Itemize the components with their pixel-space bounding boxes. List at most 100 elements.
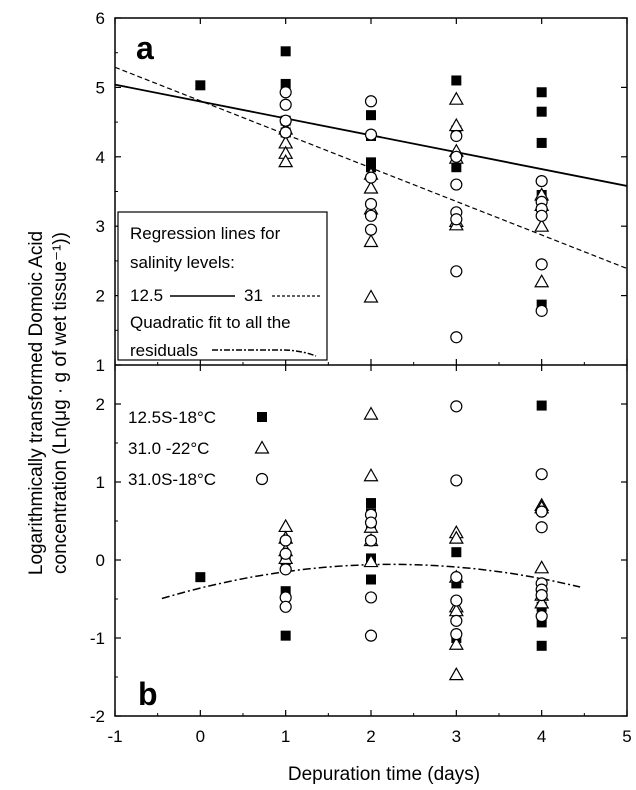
panel-b-point-open-triangle xyxy=(534,560,550,574)
legend-a-title-line1: Regression lines for xyxy=(130,224,281,243)
panel-b-point-open-triangle xyxy=(448,530,464,544)
panel-a-point-open-triangle xyxy=(363,180,379,194)
x-tick-label: -1 xyxy=(107,727,122,746)
x-tick-label: 2 xyxy=(366,727,375,746)
panel-b-point-open-triangle xyxy=(448,636,464,650)
panel-a-point-open-circle xyxy=(450,213,463,226)
panel-a-point-open-triangle xyxy=(448,91,464,105)
panel-b-point-open-circle xyxy=(450,474,463,487)
panel-a-ytick-label: 1 xyxy=(96,356,105,375)
panel-b-point-open-circle xyxy=(279,600,292,613)
panel-a-point-open-circle xyxy=(535,174,548,188)
panel-a-point-open-circle xyxy=(364,209,378,222)
panel-b-point-open-circle xyxy=(535,588,548,602)
y-axis-label-line1: Logarithmically transformed Domoic Acid xyxy=(26,231,47,575)
panel-b-point-filled-square xyxy=(536,617,547,628)
panel-a-point-open-circle xyxy=(279,114,292,127)
legend-a-quad-swatch xyxy=(212,349,317,357)
panel-a-point-open-triangle xyxy=(278,153,294,168)
panel-b-point-open-circle xyxy=(450,614,463,627)
legend-b-item-label: 12.5S-18°C xyxy=(128,408,216,427)
panel-a-point-open-circle xyxy=(364,197,378,211)
panel-b-point-open-triangle xyxy=(448,666,464,681)
legend-a-solid-label: 12.5 xyxy=(130,286,163,305)
panel-b-ytick-label: 0 xyxy=(96,551,105,570)
panel-b-point-filled-square xyxy=(280,630,291,641)
panel-b-point-open-triangle xyxy=(278,518,294,533)
panel-b-point-open-circle xyxy=(279,563,292,576)
panel-a-point-open-circle xyxy=(450,331,463,344)
panel-b-point-filled-square xyxy=(451,578,462,589)
panel-b-point-open-triangle xyxy=(363,553,379,568)
panel-a-point-filled-square xyxy=(536,106,547,117)
panel-a-point-open-circle xyxy=(450,150,463,163)
panel-a-point-open-circle xyxy=(364,128,378,141)
panel-a-point-open-triangle xyxy=(363,289,379,303)
panel-b-point-filled-square xyxy=(451,547,462,558)
x-axis-label: Depuration time (days) xyxy=(288,764,480,785)
panel-a-point-filled-square xyxy=(195,80,206,91)
x-tick-label: 3 xyxy=(452,727,461,746)
legend-b-item-label: 31.0S-18°C xyxy=(128,470,216,489)
panel-a-point-filled-square xyxy=(536,137,547,148)
x-tick-label: 5 xyxy=(622,727,631,746)
panel-a-point-open-circle xyxy=(535,304,548,317)
panel-a-point-filled-square xyxy=(451,162,462,173)
panel-a-point-open-circle xyxy=(535,258,548,271)
legend-b-item-label: 31.0 -22°C xyxy=(128,439,209,458)
legend-a-dashed-label: 31 xyxy=(244,286,263,305)
panel-b-point-filled-square xyxy=(536,640,547,651)
panel-a-ytick-label: 6 xyxy=(96,9,105,28)
panel-b-point-filled-square xyxy=(366,574,376,585)
panel-a-point-open-circle xyxy=(279,98,292,111)
panel-b-ytick-label: 1 xyxy=(96,473,105,492)
panel-b-point-open-circle xyxy=(450,400,463,413)
panel-a-point-open-triangle xyxy=(363,233,379,248)
panel-b-point-filled-square xyxy=(195,572,206,583)
panel-b-ytick-label: -2 xyxy=(90,707,105,726)
panel-a-point-open-circle xyxy=(450,265,463,278)
panel-b-point-filled-square xyxy=(536,400,547,411)
panel-b-point-open-circle xyxy=(450,571,463,584)
panel-a-point-open-circle xyxy=(535,209,548,222)
x-tick-label: 1 xyxy=(281,727,290,746)
panel-a-point-open-circle xyxy=(364,95,378,108)
panel-a-point-open-circle xyxy=(364,223,378,236)
panel-a-point-filled-square xyxy=(366,110,376,121)
panel-a-point-filled-square xyxy=(451,75,462,86)
panel-b-point-open-circle xyxy=(535,505,548,518)
panel-a-point-open-circle xyxy=(279,126,292,139)
x-tick-label: 4 xyxy=(537,727,546,746)
legend-a-title-line2: salinity levels: xyxy=(130,253,235,272)
panel-b-point-open-circle xyxy=(535,521,548,534)
panel-a-point-open-triangle xyxy=(534,274,550,288)
panel-b-point-open-circle xyxy=(535,468,548,481)
legend-b-item-marker xyxy=(255,472,269,486)
panel-a-point-filled-square xyxy=(280,78,291,89)
panel-a-ytick-label: 3 xyxy=(96,217,105,236)
panel-b-point-open-circle xyxy=(279,534,292,547)
panel-b-point-open-circle xyxy=(535,610,548,623)
legend-b-item-marker xyxy=(254,440,270,454)
panel-a-point-open-triangle xyxy=(534,218,550,232)
data-points-layer xyxy=(195,46,550,681)
panel-a-point-open-circle xyxy=(279,86,292,99)
legend-b-item-marker xyxy=(257,412,267,422)
panel-b-point-open-circle xyxy=(364,534,378,547)
legend-a-box xyxy=(117,211,328,361)
panel-b-point-open-circle xyxy=(450,594,463,607)
panel-a-ytick-label: 5 xyxy=(96,78,105,97)
panel-b-point-filled-square xyxy=(366,498,376,509)
panel-b-point-open-circle xyxy=(364,629,378,642)
panel-b-point-open-triangle xyxy=(363,406,379,420)
panel-a-point-open-triangle xyxy=(448,117,464,132)
panel-a-point-filled-square xyxy=(280,46,291,57)
x-tick-label: 0 xyxy=(196,727,205,746)
panel-a-point-filled-square xyxy=(536,299,547,310)
panel-b-label: b xyxy=(138,676,158,712)
y-axis-label-line2: concentration (Ln(μg · g of wet tissue⁻¹… xyxy=(50,232,71,574)
panel-b-point-open-circle xyxy=(279,547,292,560)
panel-b-point-open-circle xyxy=(364,516,378,529)
